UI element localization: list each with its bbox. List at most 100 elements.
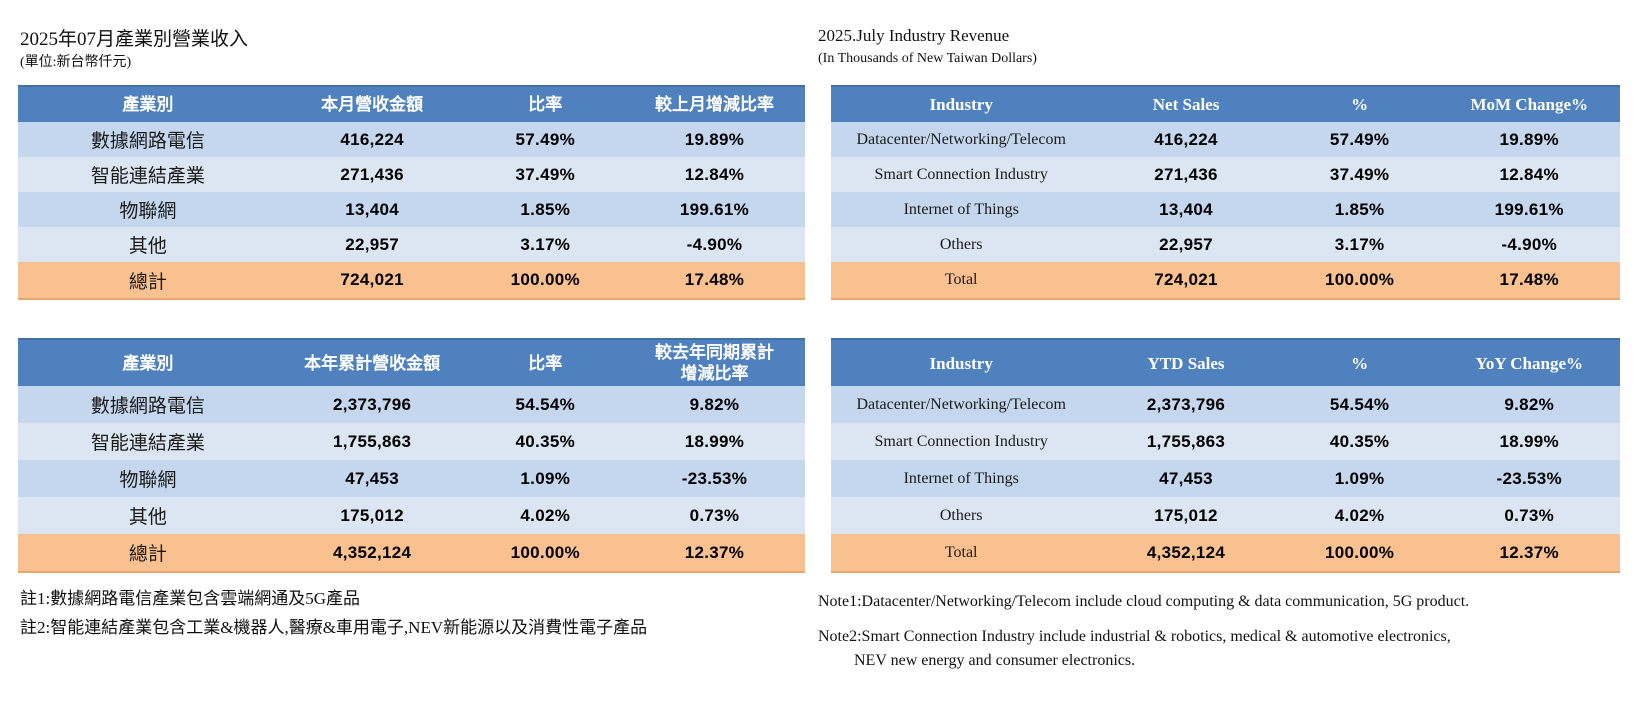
value-cell: 199.61%	[1494, 199, 1564, 219]
value-cell: 4.02%	[1334, 505, 1385, 525]
value-cell: 18.99%	[684, 431, 745, 451]
label-cell: Others	[939, 235, 983, 253]
english-report-panel: 2025.July Industry Revenue (In Thousands…	[818, 0, 1620, 703]
value-cell: 1.09%	[1334, 468, 1385, 488]
table-row: 智能連結產業 1,755,863 40.35% 18.99%	[18, 423, 805, 460]
label-cell: 其他	[128, 236, 167, 257]
value-cell: 54.54%	[1329, 394, 1390, 414]
table-row: 物聯網 13,404 1.85% 199.61%	[18, 192, 805, 227]
value-cell: 2,373,796	[1146, 394, 1226, 414]
table-header-row: 產業別 本年累計營收金額 比率 較去年同期累計 增減比率	[18, 338, 805, 386]
total-value-cell: 4,352,124	[332, 542, 412, 562]
value-cell: -23.53%	[681, 468, 748, 488]
table-row: Internet of Things 47,453 1.09% -23.53%	[831, 460, 1620, 497]
header-cell: 本月營收金額	[321, 95, 424, 114]
value-cell: 1.85%	[1334, 199, 1385, 219]
label-cell: 物聯網	[119, 470, 177, 491]
value-cell: 199.61%	[679, 199, 750, 219]
ytd-revenue-table-zh: 產業別 本年累計營收金額 比率 較去年同期累計 增減比率 數據網路電信 2,373,796 5…	[18, 338, 805, 573]
total-value-cell: 724,021	[340, 270, 404, 289]
report-title-zh: 2025年07月產業別營業收入	[20, 29, 249, 50]
table-row: Others 175,012 4.02% 0.73%	[831, 497, 1620, 534]
total-row: 總計 724,021 100.00% 17.48%	[18, 262, 805, 300]
total-value-cell: 100.00%	[1325, 270, 1395, 289]
header-cell: 本年累計營收金額	[304, 353, 441, 373]
header-cell: 較去年同期累計 增減比率	[654, 343, 774, 383]
header-cell: 產業別	[122, 353, 174, 373]
table-header-row: 產業別 本月營收金額 比率 較上月增減比率	[18, 85, 805, 122]
value-cell: 13,404	[345, 199, 400, 219]
value-cell: 37.49%	[515, 164, 575, 184]
header-cell: Industry	[929, 95, 993, 114]
value-cell: 57.49%	[1329, 129, 1390, 149]
total-value-cell: 12.37%	[1499, 542, 1559, 562]
header-cell: 較上月增減比率	[654, 95, 774, 114]
label-cell: Smart Connection Industry	[874, 165, 1048, 183]
header-cell: YoY Change%	[1475, 353, 1584, 373]
value-cell: 13,404	[1159, 199, 1213, 219]
value-cell: 9.82%	[1504, 394, 1555, 414]
value-cell: 12.84%	[684, 164, 745, 184]
value-cell: 0.73%	[689, 505, 740, 525]
note-1-zh: 註1:數據網路電信產業包含雲端網通及5G產品	[20, 589, 360, 608]
header-cell: 產業別	[122, 95, 174, 114]
header-cell: %	[1351, 353, 1369, 373]
monthly-revenue-table-en: Industry Net Sales% MoM Change% Datacenter/…	[831, 85, 1620, 300]
value-cell: 271,436	[1154, 164, 1218, 184]
value-cell: 47,453	[1159, 468, 1213, 488]
table-row: Smart Connection Industry 271,436 37.49% 12…	[831, 157, 1620, 192]
header-cell: Industry	[929, 353, 993, 373]
value-cell: 12.84%	[1499, 164, 1559, 184]
report-unit-en: (In Thousands of New Taiwan Dollars)	[818, 51, 1037, 66]
total-value-cell: 100.00%	[510, 542, 580, 562]
table-row: 其他 22,957 3.17% -4.90%	[18, 227, 805, 262]
value-cell: 22,957	[345, 234, 400, 254]
total-row: Total 724,021 100.00% 17.48%	[831, 262, 1620, 300]
table-row: 其他 175,012 4.02% 0.73%	[18, 497, 805, 534]
label-cell: 智能連結產業	[90, 166, 205, 187]
label-cell: Internet of Things	[903, 200, 1019, 218]
total-label-cell: 總計	[128, 271, 167, 293]
table-row: Datacenter/Networking/Telecom 2,373,796 54…	[831, 386, 1620, 423]
total-label-cell: Total	[944, 543, 978, 561]
label-cell: Internet of Things	[903, 469, 1019, 487]
label-cell: Smart Connection Industry	[874, 432, 1048, 450]
value-cell: 271,436	[340, 164, 404, 184]
value-cell: 22,957	[1159, 234, 1213, 254]
value-cell: 175,012	[340, 505, 404, 525]
label-cell: 其他	[128, 507, 167, 528]
header-cell: 比率	[528, 353, 563, 373]
header-cell: MoM Change%	[1470, 95, 1589, 114]
label-cell: 智能連結產業	[90, 433, 205, 454]
total-value-cell: 17.48%	[684, 270, 745, 289]
header-cell: %	[1351, 95, 1369, 114]
value-cell: -23.53%	[1496, 468, 1562, 488]
value-cell: 19.89%	[684, 129, 745, 149]
total-value-cell: 724,021	[1154, 270, 1218, 289]
value-cell: 4.02%	[520, 505, 571, 525]
total-label-cell: 總計	[128, 544, 167, 565]
total-row: Total 4,352,124 100.00% 12.37%	[831, 534, 1620, 573]
value-cell: -4.90%	[686, 234, 743, 254]
total-value-cell: 100.00%	[1325, 542, 1395, 562]
value-cell: 40.35%	[1329, 431, 1390, 451]
header-cell: YTD Sales	[1147, 353, 1225, 373]
table-header-row: Industry YTD Sales% YoY Change%	[831, 338, 1620, 386]
value-cell: 175,012	[1154, 505, 1218, 525]
note-2-zh: 註2:智能連結產業包含工業&機器人,醫療&車用電子,NEV新能源以及消費性電子產…	[20, 618, 648, 637]
value-cell: 37.49%	[1329, 164, 1390, 184]
monthly-revenue-table-zh: 產業別 本月營收金額 比率 較上月增減比率 數據網路電信 416,224 57.49% 19.…	[18, 85, 805, 300]
value-cell: 47,453	[345, 468, 400, 488]
value-cell: -4.90%	[1501, 234, 1558, 254]
label-cell: 數據網路電信	[90, 131, 205, 152]
footnotes-en: Note1:Datacenter/Networking/Telecom incl…	[818, 590, 1469, 673]
value-cell: 1,755,863	[332, 431, 412, 451]
label-cell: Datacenter/Networking/Telecom	[856, 395, 1066, 413]
value-cell: 3.17%	[520, 234, 571, 254]
chinese-report-panel: 2025年07月產業別營業收入 (單位:新台幣仟元) 產業別 本月營收金額 比率 較上…	[18, 0, 805, 703]
total-label-cell: Total	[944, 271, 978, 288]
total-value-cell: 4,352,124	[1146, 542, 1226, 562]
table-row: Others 22,957 3.17% -4.90%	[831, 227, 1620, 262]
label-cell: Datacenter/Networking/Telecom	[856, 130, 1066, 148]
